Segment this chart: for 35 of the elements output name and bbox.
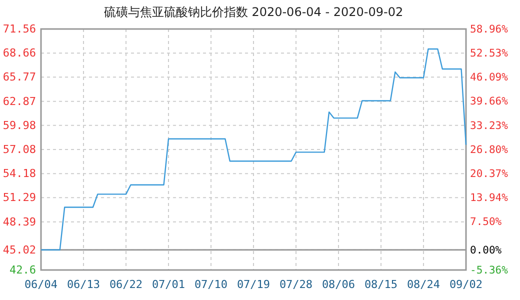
y-tick-label: 45.02 bbox=[2, 243, 36, 256]
y2-tick-label: 0.00% bbox=[470, 244, 502, 256]
y2-tick-label: 58.96% bbox=[470, 23, 509, 36]
y-tick-label: 65.77 bbox=[2, 70, 36, 84]
y-tick-label: 68.66 bbox=[2, 46, 36, 60]
y-tick-label: 71.56 bbox=[2, 22, 36, 36]
y2-tick-label: 13.94% bbox=[470, 192, 509, 204]
y-tick-label: 57.08 bbox=[2, 143, 36, 156]
y2-tick-label: 20.37% bbox=[470, 168, 509, 180]
x-tick-label: 07/28 bbox=[279, 278, 313, 291]
x-tick-label: 07/19 bbox=[236, 278, 270, 291]
x-tick-label: 06/22 bbox=[109, 278, 143, 291]
x-tick-label: 07/10 bbox=[194, 278, 228, 291]
y-tick-label: 54.18 bbox=[2, 167, 36, 180]
x-tick-label: 08/06 bbox=[322, 278, 356, 291]
y2-tick-label: 52.53% bbox=[470, 47, 509, 60]
y2-tick-label: 7.50% bbox=[470, 216, 502, 228]
x-tick-label: 06/04 bbox=[24, 278, 58, 291]
y-tick-label: 51.29 bbox=[2, 191, 36, 204]
y-tick-label: 48.39 bbox=[2, 215, 36, 228]
y2-tick-label: 46.09% bbox=[470, 72, 509, 84]
y-tick-label: 62.87 bbox=[2, 94, 36, 108]
y2-tick-label: 39.66% bbox=[470, 96, 509, 108]
x-tick-label: 06/13 bbox=[66, 278, 100, 291]
chart-title: 硫磺与焦亚硫酸钠比价指数 2020-06-04 - 2020-09-02 bbox=[104, 5, 404, 19]
x-tick-label: 09/02 bbox=[449, 278, 483, 291]
x-tick-label: 07/01 bbox=[152, 278, 186, 291]
y-tick-label: 42.6 bbox=[10, 264, 36, 277]
y2-tick-label: 26.80% bbox=[470, 144, 509, 156]
y-tick-label: 59.98 bbox=[2, 118, 36, 132]
y2-tick-label: -5.36% bbox=[470, 264, 509, 276]
line-series bbox=[40, 48, 467, 250]
y2-tick-label: 33.23% bbox=[470, 120, 509, 132]
x-tick-label: 08/15 bbox=[364, 278, 398, 291]
x-tick-label: 08/24 bbox=[406, 278, 440, 291]
